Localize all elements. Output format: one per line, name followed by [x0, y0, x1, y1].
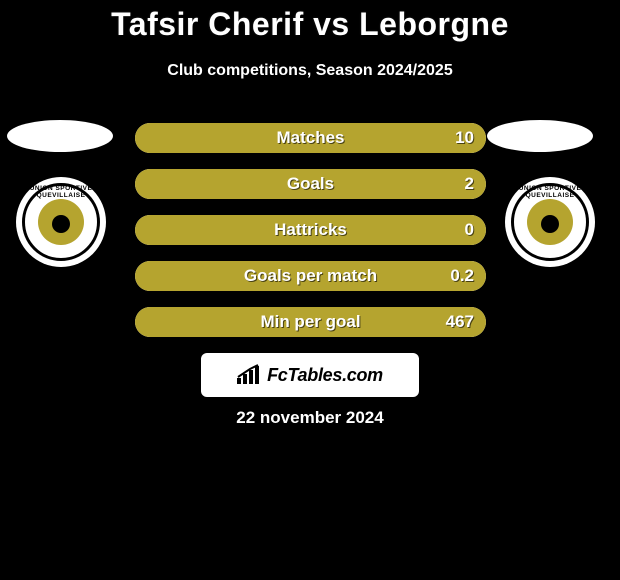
- stat-label: Matches: [135, 123, 486, 153]
- club-badge-dot: [541, 215, 559, 233]
- comparison-card: Tafsir Cherif vs Leborgne Club competiti…: [0, 0, 620, 580]
- stat-value: 0.2: [450, 261, 474, 291]
- stat-value: 10: [455, 123, 474, 153]
- brand-badge: FcTables.com: [201, 353, 419, 397]
- stat-label: Goals per match: [135, 261, 486, 291]
- stats-list: Matches 10 Goals 2 Hattricks 0 Goals per…: [135, 123, 486, 353]
- stat-value: 467: [446, 307, 474, 337]
- club-badge-right: UNION SPORTIVE QUEVILLAISE: [505, 177, 595, 267]
- date-label: 22 november 2024: [0, 408, 620, 428]
- stat-row-hattricks: Hattricks 0: [135, 215, 486, 245]
- stat-value: 0: [465, 215, 474, 245]
- club-badge-left: UNION SPORTIVE QUEVILLAISE: [16, 177, 106, 267]
- player-avatar-right: [487, 120, 593, 152]
- club-badge-dot: [52, 215, 70, 233]
- stat-row-min-per-goal: Min per goal 467: [135, 307, 486, 337]
- stat-value: 2: [465, 169, 474, 199]
- stat-row-matches: Matches 10: [135, 123, 486, 153]
- page-title: Tafsir Cherif vs Leborgne: [0, 6, 620, 43]
- club-badge-text: UNION SPORTIVE QUEVILLAISE: [16, 185, 106, 199]
- stat-label: Goals: [135, 169, 486, 199]
- stat-label: Min per goal: [135, 307, 486, 337]
- page-subtitle: Club competitions, Season 2024/2025: [0, 62, 620, 80]
- brand-text: FcTables.com: [267, 365, 383, 386]
- player-avatar-left: [7, 120, 113, 152]
- stat-row-goals: Goals 2: [135, 169, 486, 199]
- stat-row-goals-per-match: Goals per match 0.2: [135, 261, 486, 291]
- club-badge-text: UNION SPORTIVE QUEVILLAISE: [505, 185, 595, 199]
- bar-chart-icon: [237, 364, 263, 386]
- stat-label: Hattricks: [135, 215, 486, 245]
